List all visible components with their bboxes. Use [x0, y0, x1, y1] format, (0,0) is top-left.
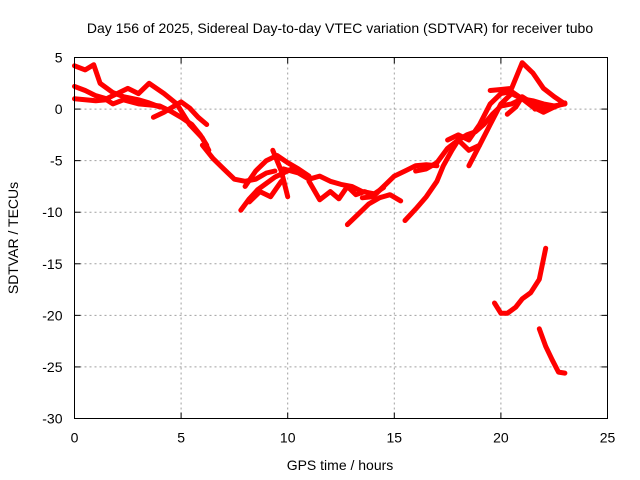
y-tick-label: -10	[42, 204, 62, 220]
series-line-10	[280, 166, 376, 197]
axis-ticks: 0 5 10 15 20 25 5 0 -5 -10 -15 -20 -25 -30	[42, 50, 615, 446]
y-tick-label: -25	[42, 359, 62, 375]
series-line-4	[150, 99, 210, 127]
y-tick-label: -15	[42, 256, 62, 272]
series-line-18	[487, 60, 568, 107]
data-series	[72, 60, 568, 376]
plot-frame	[74, 57, 608, 419]
series-line-5	[199, 142, 278, 184]
x-tick-label: 15	[387, 430, 403, 446]
x-axis-label: GPS time / hours	[287, 457, 394, 473]
y-tick-label: -20	[42, 307, 62, 323]
series-line-9	[270, 147, 291, 200]
y-tick-label: 0	[55, 101, 63, 117]
series-line-15	[413, 137, 483, 174]
x-tick-label: 25	[600, 430, 616, 446]
y-tick-label: -5	[50, 153, 63, 169]
y-axis-label: SDTVAR / TECUs	[5, 182, 21, 294]
x-tick-label: 10	[280, 430, 296, 446]
x-tick-label: 20	[493, 430, 509, 446]
series-line-19	[504, 94, 538, 117]
series-line-21	[536, 326, 568, 376]
series-line-20	[492, 245, 549, 316]
y-tick-label: -30	[42, 411, 62, 427]
series-line-8	[246, 178, 284, 205]
series-line-13	[359, 162, 440, 201]
x-tick-label: 5	[177, 430, 185, 446]
series-line-3	[72, 96, 210, 148]
grid	[74, 57, 608, 419]
series-line-17	[466, 91, 557, 169]
series-line-11	[306, 178, 387, 203]
y-tick-label: 5	[55, 50, 63, 66]
series-line-12	[344, 192, 404, 228]
series-line-1	[72, 62, 163, 110]
chart-title: Day 156 of 2025, Sidereal Day-to-day VTE…	[87, 20, 594, 36]
x-tick-label: 0	[71, 430, 79, 446]
series-line-2	[72, 80, 212, 153]
series-line-16	[445, 89, 568, 143]
